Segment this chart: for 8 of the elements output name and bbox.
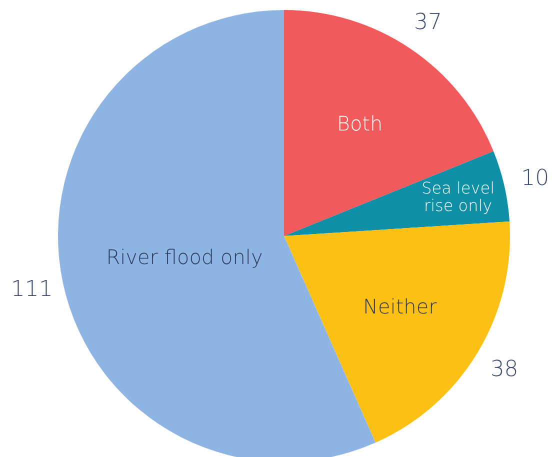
slice-label: Both [336, 112, 383, 136]
slice-label: Sea level rise only [422, 178, 495, 215]
data-label: 10 [521, 166, 550, 192]
slice-label: River flood only [106, 245, 263, 270]
slice-label: Neither [363, 294, 438, 318]
data-label: 38 [490, 357, 518, 382]
data-label: 111 [10, 276, 53, 302]
data-label: 37 [414, 10, 442, 35]
